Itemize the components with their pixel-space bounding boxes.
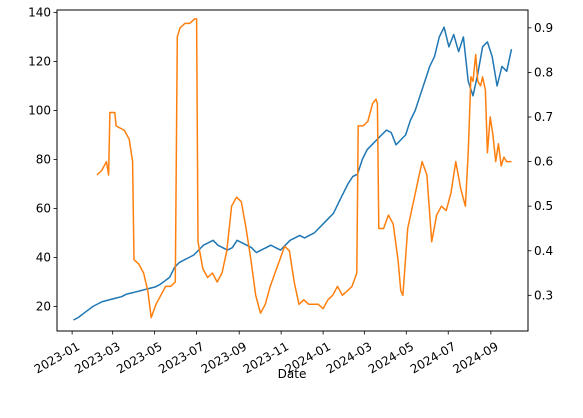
y-axis-right: 0.3 0.4 0.5 0.6 0.7 0.8 0.9: [528, 21, 553, 302]
x-tick-label: 2024-03: [324, 339, 374, 376]
y-left-tick-label: 60: [36, 201, 51, 215]
y-left-tick-label: 80: [36, 152, 51, 166]
y-right-tick-label: 0.4: [534, 244, 553, 258]
y-left-tick-label: 120: [28, 54, 51, 68]
y-right-tick-label: 0.7: [534, 110, 553, 124]
x-tick-label: 2024-05: [366, 339, 416, 376]
x-tick-label: 2024-09: [450, 339, 500, 376]
x-tick-label: 2023-01: [32, 339, 82, 376]
plot-frame: [56, 9, 529, 332]
y-left-tick-label: 140: [28, 5, 51, 19]
series-line-2: [96, 18, 512, 319]
y-axis-left: 20 40 60 80 100 120 140: [28, 5, 57, 313]
y-left-tick-label: 40: [36, 250, 51, 264]
x-tick-label: 2023-05: [114, 339, 164, 376]
x-tick-label: 2023-07: [156, 339, 206, 376]
x-axis: 2023-012023-032023-052023-072023-092023-…: [32, 331, 501, 376]
x-tick-label: 2023-09: [199, 339, 249, 376]
y-right-tick-label: 0.3: [534, 288, 553, 302]
series-layer: [73, 18, 513, 321]
y-left-tick-label: 20: [36, 299, 51, 313]
y-left-tick-label: 100: [28, 103, 51, 117]
x-tick-label: 2023-03: [72, 339, 122, 376]
y-right-tick-label: 0.5: [534, 199, 553, 213]
x-axis-title: Date: [278, 367, 307, 381]
x-tick-label: 2024-07: [408, 339, 458, 376]
y-right-tick-label: 0.9: [534, 21, 553, 35]
y-right-tick-label: 0.8: [534, 65, 553, 79]
y-right-tick-label: 0.6: [534, 155, 553, 169]
series-line-1: [73, 26, 513, 321]
